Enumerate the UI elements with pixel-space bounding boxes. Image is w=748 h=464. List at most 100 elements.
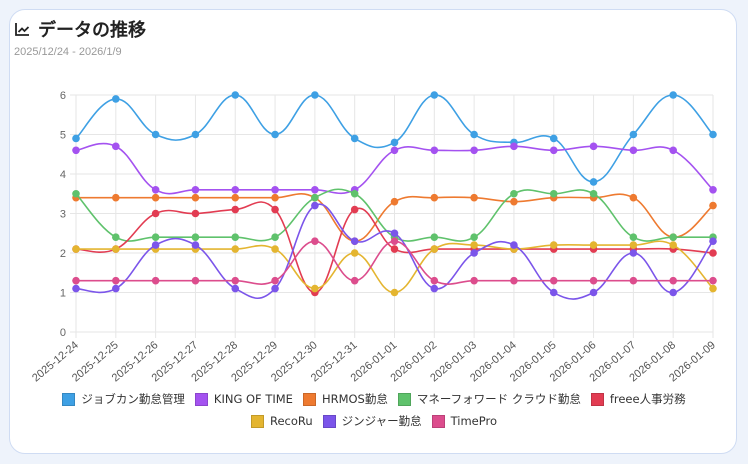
data-point — [390, 138, 399, 147]
data-point — [470, 130, 478, 139]
data-point — [271, 284, 279, 293]
data-point — [390, 197, 399, 206]
data-point — [589, 142, 598, 151]
data-point — [589, 288, 598, 297]
data-point — [430, 193, 439, 202]
legend-label: TimePro — [450, 414, 497, 428]
data-point — [669, 146, 677, 155]
data-point — [390, 245, 399, 253]
data-point — [151, 209, 160, 218]
data-point — [549, 288, 558, 297]
legend-item[interactable]: HRMOS勤怠 — [302, 391, 388, 407]
data-point — [112, 284, 120, 293]
data-point — [470, 146, 478, 155]
legend-row-2: RecoRu ジンジャー勤怠 TimePro — [0, 413, 748, 429]
legend-swatch — [302, 392, 316, 406]
legend-label: KING OF TIME — [213, 392, 293, 406]
data-point — [510, 189, 518, 198]
legend-item[interactable]: TimePro — [431, 413, 497, 429]
data-point — [430, 284, 439, 293]
data-point — [390, 288, 399, 297]
data-point — [231, 91, 240, 99]
y-tick-label: 4 — [60, 169, 66, 181]
legend-item[interactable]: freee人事労務 — [590, 391, 686, 407]
data-point — [629, 193, 638, 202]
legend-item[interactable]: KING OF TIME — [194, 391, 293, 407]
legend-swatch — [397, 392, 411, 406]
data-point — [549, 276, 558, 285]
data-point — [350, 276, 359, 285]
y-tick-label: 5 — [60, 130, 66, 142]
data-point — [549, 241, 558, 249]
legend-swatch — [62, 392, 76, 406]
legend-swatch — [194, 392, 208, 406]
data-point — [470, 193, 478, 202]
data-point — [191, 241, 200, 249]
data-point — [629, 146, 638, 155]
legend-label: freee人事労務 — [609, 392, 686, 406]
data-point — [151, 241, 160, 249]
data-point — [709, 201, 717, 210]
data-point — [589, 241, 598, 249]
y-tick-label: 3 — [60, 209, 66, 221]
legend-item[interactable]: RecoRu — [251, 413, 313, 429]
data-point — [72, 189, 80, 198]
y-tick-label: 1 — [60, 288, 66, 300]
data-point — [112, 142, 120, 151]
y-tick-label: 6 — [60, 90, 66, 102]
data-point — [311, 193, 319, 202]
data-point — [629, 241, 638, 249]
data-point — [390, 229, 399, 238]
data-point — [271, 186, 279, 194]
data-point — [470, 276, 478, 285]
data-point — [191, 193, 200, 202]
data-point — [510, 142, 518, 151]
data-point — [311, 201, 319, 210]
legend-item[interactable]: ジンジャー勤怠 — [322, 413, 422, 429]
data-point — [430, 91, 439, 99]
data-point — [430, 245, 439, 253]
data-point — [112, 95, 120, 103]
data-point — [669, 91, 677, 99]
date-range: 2025/12/24 - 2026/1/9 — [14, 46, 122, 58]
data-point — [589, 178, 598, 186]
data-point — [231, 276, 240, 285]
data-point — [709, 249, 717, 257]
card-header: データの推移 — [14, 16, 146, 42]
data-point — [271, 233, 279, 241]
data-point — [151, 193, 160, 202]
data-point — [231, 245, 240, 253]
data-point — [350, 134, 359, 143]
data-point — [191, 209, 200, 218]
data-point — [669, 233, 677, 241]
line-chart-icon — [15, 23, 30, 36]
data-point — [669, 288, 677, 297]
series-line — [75, 201, 714, 294]
data-point — [470, 249, 478, 257]
data-point — [311, 237, 319, 245]
legend-item[interactable]: マネーフォワード クラウド勤怠 — [397, 391, 581, 407]
data-point — [390, 237, 399, 245]
data-point — [709, 284, 717, 293]
data-point — [510, 276, 518, 285]
data-point — [151, 276, 160, 285]
legend-item[interactable]: ジョブカン勤怠管理 — [62, 391, 185, 407]
data-point — [510, 197, 518, 206]
data-point — [231, 186, 240, 194]
data-point — [72, 276, 80, 285]
data-point — [549, 189, 558, 198]
y-tick-label: 0 — [60, 327, 66, 339]
data-point — [629, 233, 638, 241]
data-point — [231, 193, 240, 202]
data-point — [709, 276, 717, 285]
data-point — [311, 186, 319, 194]
legend-swatch — [322, 414, 336, 428]
data-point — [271, 193, 279, 202]
data-point — [311, 91, 319, 99]
data-point — [549, 134, 558, 143]
data-point — [231, 284, 240, 293]
data-point — [709, 186, 717, 194]
data-point — [589, 189, 598, 198]
data-point — [430, 146, 439, 155]
data-point — [589, 276, 598, 285]
